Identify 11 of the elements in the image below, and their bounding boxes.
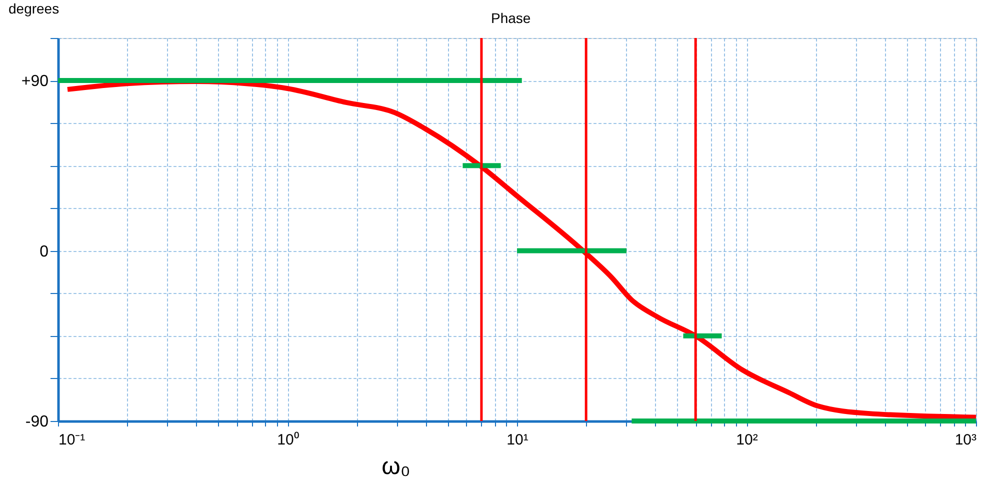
x-tick-label: 10²: [736, 432, 758, 448]
y-tick-label: -90: [25, 414, 49, 430]
x-tick-label: 10¹: [506, 432, 528, 448]
y-tick-label: +90: [21, 73, 49, 90]
chart-title: Phase: [491, 10, 531, 26]
y-axis-title: degrees: [8, 0, 60, 16]
x-tick-label: 10⁰: [277, 432, 299, 448]
x-tick-label: 10³: [954, 432, 976, 448]
y-tick-label: 0: [40, 243, 49, 260]
x-tick-label: 10⁻¹: [58, 432, 86, 448]
text: ω₀: [382, 453, 410, 479]
